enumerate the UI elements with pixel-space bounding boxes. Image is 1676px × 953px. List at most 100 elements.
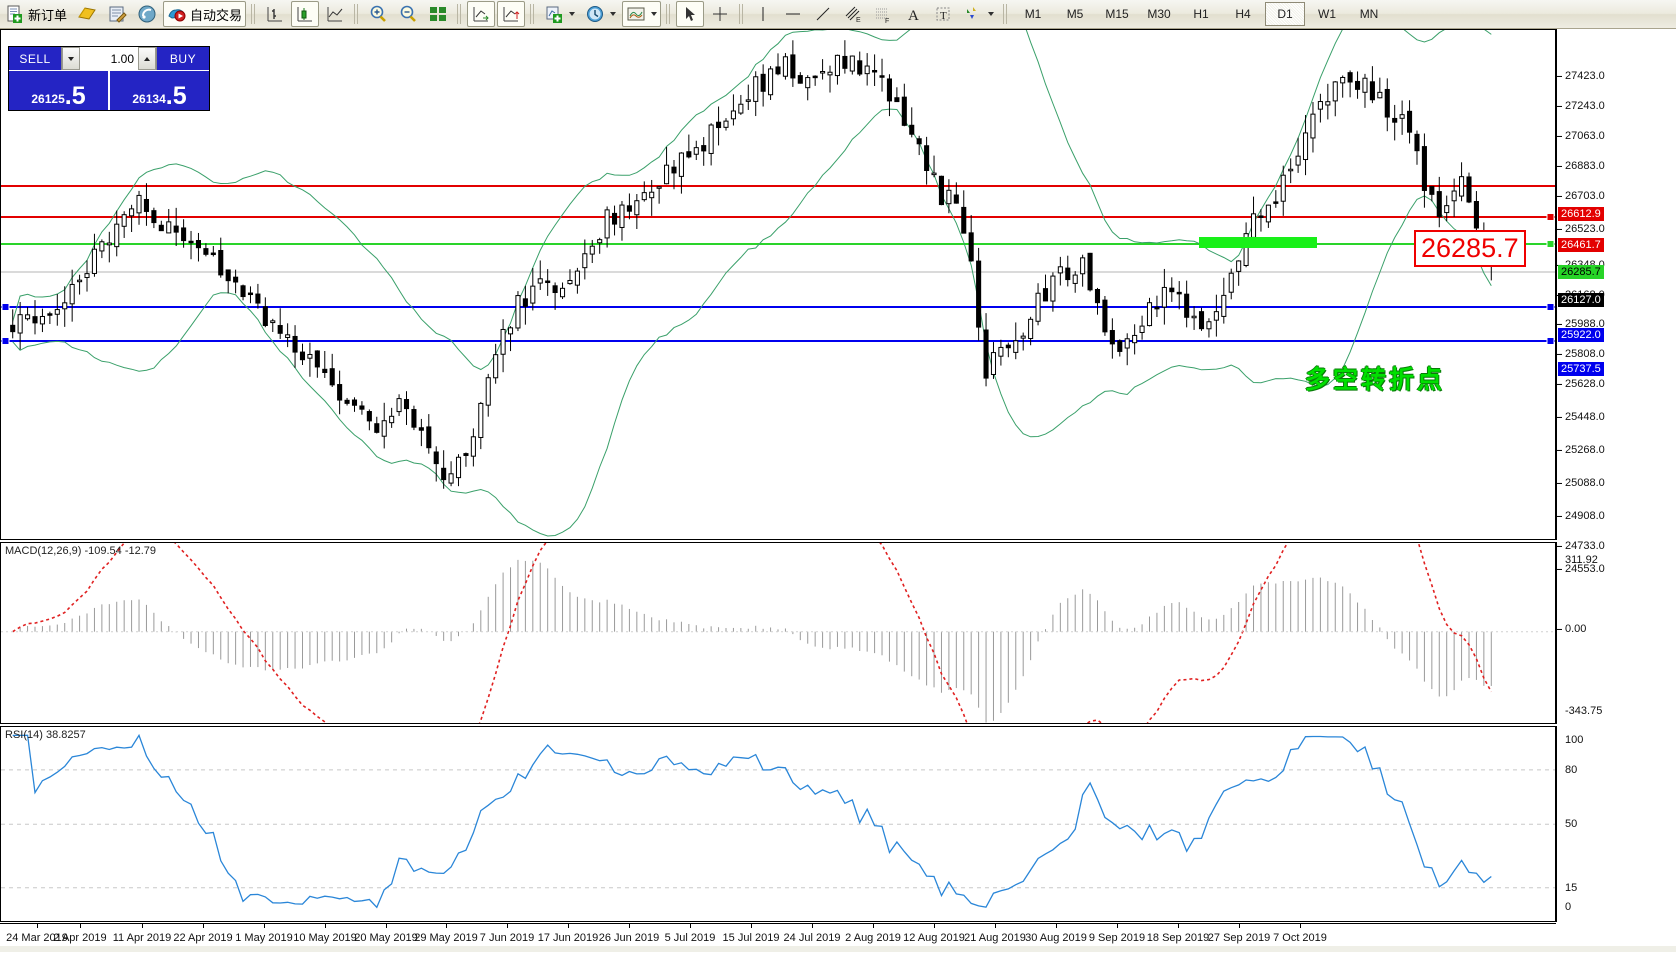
date-tick bbox=[264, 924, 265, 928]
timeframe-m15[interactable]: M15 bbox=[1105, 7, 1129, 21]
timeframe-w1[interactable]: W1 bbox=[1318, 7, 1337, 21]
timeframe-d1[interactable]: D1 bbox=[1265, 2, 1306, 26]
date-label: 27 Sep 2019 bbox=[1207, 932, 1271, 944]
price-tick: 25628.0 bbox=[1557, 378, 1605, 390]
price-tick: 26703.0 bbox=[1557, 190, 1605, 202]
crosshair-button[interactable] bbox=[706, 1, 734, 27]
date-label: 7 Jun 2019 bbox=[479, 932, 535, 944]
date-label: 15 Jul 2019 bbox=[722, 932, 780, 944]
price-tag-current-price[interactable]: 26127.0 bbox=[1558, 293, 1604, 307]
sell-price[interactable]: 26125 .5 bbox=[9, 71, 108, 110]
sell-price-fraction: .5 bbox=[64, 81, 86, 110]
fibonacci-icon: F bbox=[873, 4, 893, 24]
templates-icon bbox=[626, 4, 646, 24]
date-label: 24 Jul 2019 bbox=[783, 932, 841, 944]
date-tick bbox=[568, 924, 569, 928]
macd-tick: 311.92 bbox=[1565, 554, 1598, 567]
main-toolbar: 新订单 bbox=[0, 0, 1676, 29]
macd-pane[interactable]: MACD(12,26,9) -109.54 -12.79 bbox=[0, 542, 1556, 724]
sell-button[interactable]: SELL bbox=[9, 47, 61, 70]
date-label: 26 Jun 2019 bbox=[598, 932, 660, 944]
horizontal-line-icon bbox=[783, 4, 803, 24]
tile-windows-button[interactable] bbox=[424, 1, 452, 27]
chevron-down-icon[interactable] bbox=[569, 12, 576, 16]
timeframe-m5[interactable]: M5 bbox=[1066, 7, 1084, 21]
chart-shift-button[interactable] bbox=[467, 1, 496, 27]
macd-label: MACD(12,26,9) -109.54 -12.79 bbox=[5, 545, 157, 557]
price-tag-resistance-1[interactable]: 26612.9 bbox=[1558, 207, 1604, 221]
expert-advisors-button[interactable] bbox=[73, 1, 101, 27]
date-label: 11 Apr 2019 bbox=[112, 932, 172, 944]
chevron-up-icon bbox=[144, 56, 150, 61]
signals-button[interactable] bbox=[133, 1, 161, 27]
date-tick bbox=[446, 924, 447, 928]
timeframe-mn[interactable]: MN bbox=[1359, 7, 1379, 21]
timeframe-h4[interactable]: H4 bbox=[1235, 7, 1251, 21]
fibonacci-button[interactable]: F bbox=[869, 1, 897, 27]
price-tag-support-1[interactable]: 25922.0 bbox=[1558, 328, 1604, 342]
svg-text:E: E bbox=[856, 17, 861, 24]
timeframe-h1[interactable]: H1 bbox=[1193, 7, 1209, 21]
arrow-cursor-icon bbox=[680, 4, 700, 24]
rsi-tick: 15 bbox=[1565, 882, 1578, 895]
date-label: 12 Aug 2019 bbox=[903, 932, 965, 944]
equidistant-channel-button[interactable]: E bbox=[839, 1, 867, 27]
horizontal-line-button[interactable] bbox=[779, 1, 807, 27]
date-tick bbox=[995, 924, 996, 928]
chevron-down-icon[interactable] bbox=[610, 12, 617, 16]
rsi-tick: 50 bbox=[1565, 818, 1578, 831]
line-chart-button[interactable] bbox=[321, 1, 349, 27]
toolbar-separator bbox=[251, 4, 257, 24]
candlestick-button[interactable] bbox=[291, 1, 320, 27]
volume-decrement-button[interactable] bbox=[62, 47, 80, 70]
zoom-in-button[interactable] bbox=[364, 1, 392, 27]
svg-text:T: T bbox=[940, 10, 947, 22]
price-tick: 25988.0 bbox=[1557, 318, 1605, 330]
buy-button[interactable]: BUY bbox=[157, 47, 209, 70]
macd-axis: 311.92 0.00 -343.75 bbox=[1556, 542, 1676, 724]
bar-chart-button[interactable] bbox=[261, 1, 289, 27]
timeframe-m30[interactable]: M30 bbox=[1147, 7, 1171, 21]
chevron-down-icon[interactable] bbox=[651, 12, 658, 16]
templates-button[interactable] bbox=[622, 1, 662, 27]
chart-shift-icon bbox=[471, 4, 491, 24]
volume-increment-button[interactable] bbox=[138, 47, 156, 70]
timeframe-m1[interactable]: M1 bbox=[1024, 7, 1042, 21]
crosshair-icon bbox=[710, 4, 730, 24]
new-order-button[interactable]: 新订单 bbox=[1, 1, 71, 27]
tile-windows-icon bbox=[428, 4, 448, 24]
volume-value[interactable]: 1.00 bbox=[110, 51, 134, 66]
text-box-icon: T bbox=[933, 4, 953, 24]
date-label: 1 May 2019 bbox=[235, 932, 293, 944]
metaeditor-button[interactable] bbox=[103, 1, 131, 27]
price-axis[interactable]: 27423.0 27243.0 27063.0 26883.0 26703.0 26523… bbox=[1556, 29, 1676, 575]
price-tick: 24553.0 bbox=[1557, 563, 1605, 575]
one-click-trading-panel[interactable]: SELL 1.00 BUY 26125 .5 26134 .5 bbox=[8, 46, 210, 111]
toolbar-separator bbox=[1003, 4, 1009, 24]
text-box-button[interactable]: T bbox=[929, 1, 957, 27]
indicators-button[interactable] bbox=[540, 1, 579, 27]
buy-price[interactable]: 26134 .5 bbox=[108, 71, 209, 110]
svg-text:A: A bbox=[908, 8, 919, 24]
text-label-button[interactable]: A bbox=[899, 1, 927, 27]
chevron-down-icon[interactable] bbox=[988, 12, 995, 16]
volume-stepper[interactable]: 1.00 bbox=[61, 47, 157, 70]
rsi-pane[interactable]: RSI(14) 38.8257 bbox=[0, 726, 1556, 922]
date-tick bbox=[1117, 924, 1118, 928]
price-tag-resistance-2[interactable]: 26461.7 bbox=[1558, 238, 1604, 252]
periods-button[interactable] bbox=[581, 1, 620, 27]
shapes-button[interactable] bbox=[959, 1, 998, 27]
arrow-cursor-button[interactable] bbox=[676, 1, 705, 27]
order-panel-prices: 26125 .5 26134 .5 bbox=[9, 70, 209, 110]
auto-trading-button[interactable]: 自动交易 bbox=[163, 1, 247, 27]
vertical-line-button[interactable] bbox=[749, 1, 777, 27]
trendline-button[interactable] bbox=[809, 1, 837, 27]
rsi-label: RSI(14) 38.8257 bbox=[5, 729, 86, 741]
auto-scroll-button[interactable] bbox=[497, 1, 526, 27]
price-tag-pivot[interactable]: 26285.7 bbox=[1558, 265, 1604, 279]
sell-price-integer: 26125 bbox=[31, 92, 65, 106]
price-tag-support-2[interactable]: 25737.5 bbox=[1558, 362, 1604, 376]
price-chart-pane[interactable] bbox=[0, 29, 1556, 540]
date-tick bbox=[1239, 924, 1240, 928]
zoom-out-button[interactable] bbox=[394, 1, 422, 27]
